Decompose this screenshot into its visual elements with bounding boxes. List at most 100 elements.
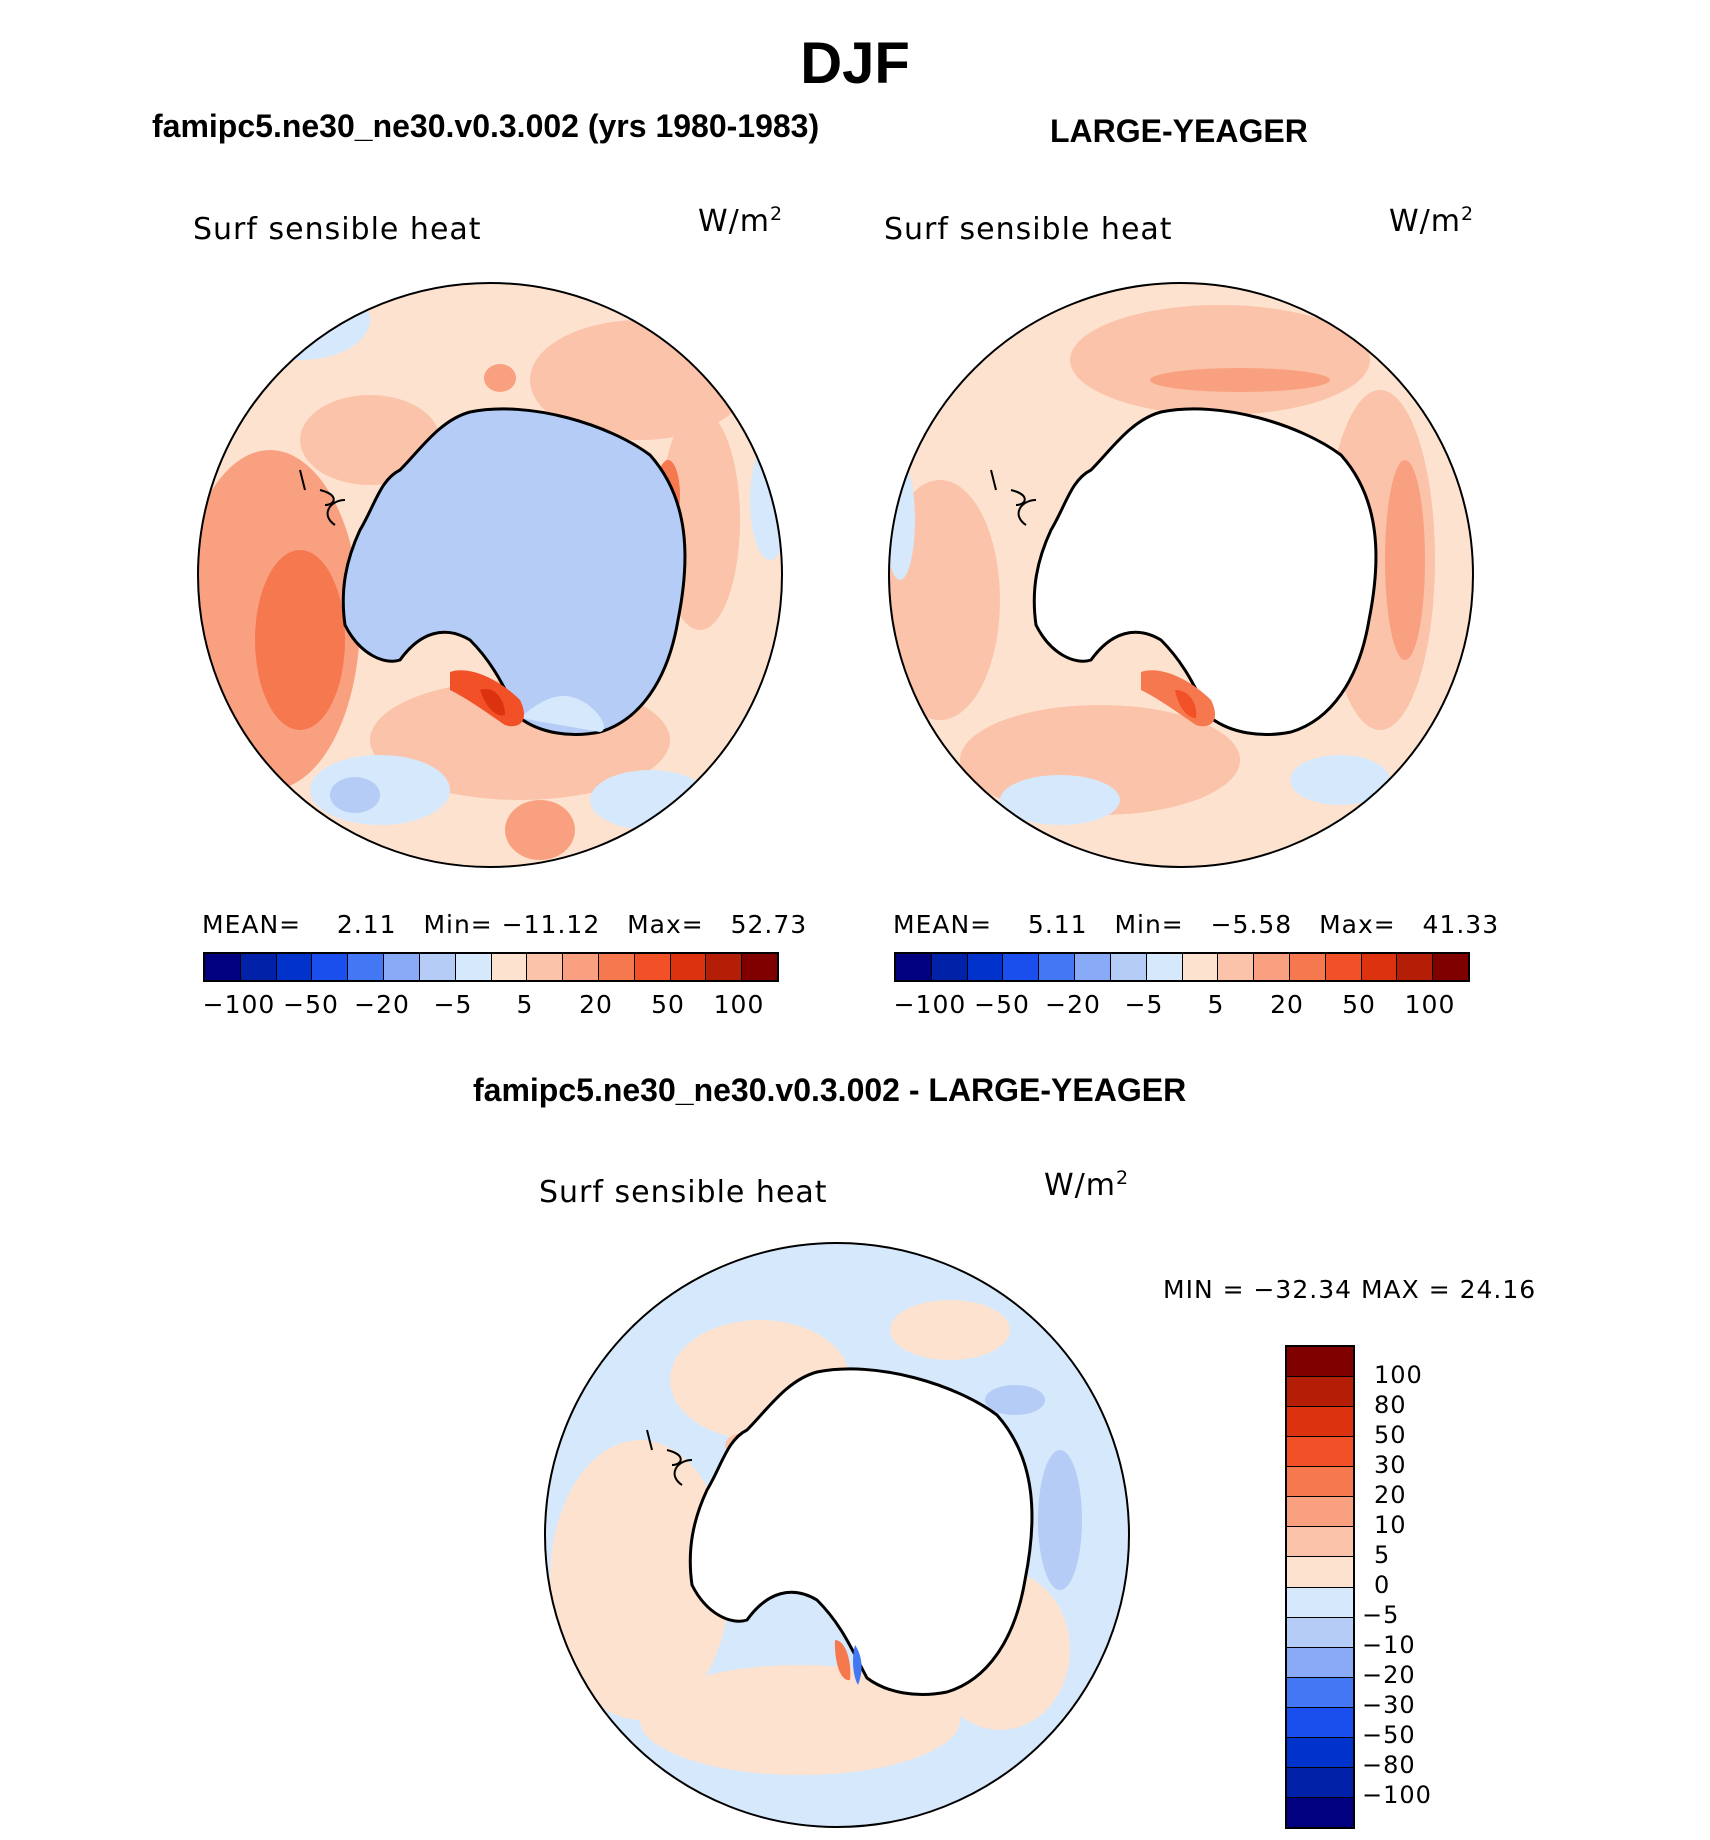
colorbar-swatch [1287, 1677, 1353, 1708]
colorbar-swatch [1287, 1617, 1353, 1648]
colorbar-swatch [1182, 954, 1219, 980]
tick-label: −20 [1045, 990, 1101, 1019]
colorbar-swatch [1287, 1647, 1353, 1678]
tick-label: 100 [1404, 990, 1456, 1019]
colorbar-swatch [1433, 954, 1468, 980]
colorbar-swatch [276, 954, 313, 980]
colorbar-swatch [1003, 954, 1040, 980]
colorbar-swatch [348, 954, 385, 980]
tick-label: 0 [1374, 1571, 1391, 1599]
colorbar-swatch [1287, 1797, 1353, 1827]
colorbar-swatch [1110, 954, 1147, 980]
diff-units: W/m2 [1044, 1167, 1130, 1203]
colorbar-swatch [1289, 954, 1326, 980]
tick-label: 30 [1374, 1451, 1407, 1479]
colorbar-swatch [1287, 1467, 1353, 1498]
tick-label: −5 [1362, 1601, 1400, 1629]
tick-label: −20 [354, 990, 410, 1019]
tick-label: 20 [1270, 990, 1304, 1019]
colorbar-swatch [384, 954, 420, 980]
panel-2-variable: Surf sensible heat [884, 212, 1173, 247]
diff-map [544, 1242, 1130, 1828]
tick-label: −80 [1362, 1751, 1416, 1779]
colorbar-swatch [205, 954, 241, 980]
tick-label: 5 [1207, 990, 1225, 1019]
colorbar-swatch [240, 954, 277, 980]
colorbar-swatch [1075, 954, 1111, 980]
diff-antarctica [688, 1367, 1034, 1696]
tick-label: −100 [1362, 1781, 1432, 1809]
tick-label: −5 [1124, 990, 1164, 1019]
tick-label: −50 [974, 990, 1030, 1019]
colorbar-swatch [1287, 1587, 1353, 1618]
colorbar-swatch [1287, 1707, 1353, 1738]
tick-label: −30 [1362, 1691, 1416, 1719]
colorbar-swatch [1287, 1737, 1353, 1768]
colorbar-swatch [312, 954, 349, 980]
diff-colorbar-ticks: 100 80 50 30 20 10 5 0 −5 −10 −20 −30 −50 −80 −100 [1362, 1345, 1482, 1829]
tick-label: 50 [651, 990, 685, 1019]
colorbar-swatch [742, 954, 777, 980]
diff-variable: Surf sensible heat [539, 1175, 828, 1210]
tick-label: 100 [713, 990, 765, 1019]
diff-heading: famipc5.ne30_ne30.v0.3.002 - LARGE-YEAGE… [473, 1072, 1187, 1108]
colorbar-swatch [563, 954, 599, 980]
tick-label: 80 [1374, 1391, 1407, 1419]
diff-minmax: MIN = −32.34 MAX = 24.16 [1163, 1275, 1537, 1304]
tick-label: 50 [1342, 990, 1376, 1019]
panel-1-antarctica [341, 407, 687, 736]
tick-label: 20 [579, 990, 613, 1019]
panel-1-heading: famipc5.ne30_ne30.v0.3.002 (yrs 1980-198… [152, 108, 820, 144]
colorbar-swatch [706, 954, 743, 980]
colorbar-swatch [1287, 1497, 1353, 1528]
tick-label: −20 [1362, 1661, 1416, 1689]
colorbar-swatch [1287, 1407, 1353, 1438]
tick-label: −10 [1362, 1631, 1416, 1659]
colorbar-swatch [491, 954, 528, 980]
panel-1-colorbar [203, 952, 779, 982]
tick-label: −50 [1362, 1721, 1416, 1749]
panel-2-map [888, 282, 1474, 868]
tick-label: 100 [1374, 1361, 1423, 1389]
colorbar-swatch [1287, 1437, 1353, 1468]
colorbar-swatch [1287, 1377, 1353, 1408]
colorbar-swatch [896, 954, 932, 980]
colorbar-swatch [634, 954, 671, 980]
colorbar-swatch [1287, 1527, 1353, 1558]
colorbar-swatch [1325, 954, 1362, 980]
tick-label: −5 [433, 990, 473, 1019]
tick-label: 5 [516, 990, 534, 1019]
panel-2-units: W/m2 [1389, 203, 1475, 239]
diff-colorbar [1285, 1345, 1355, 1829]
colorbar-swatch [1218, 954, 1255, 980]
tick-label: −100 [202, 990, 276, 1019]
panel-2-colorbar-ticks: −100 −50 −20 −5 5 20 50 100 [894, 990, 1470, 1022]
colorbar-swatch [931, 954, 968, 980]
panel-1-colorbar-ticks: −100 −50 −20 −5 5 20 50 100 [203, 990, 779, 1022]
colorbar-swatch [1039, 954, 1076, 980]
colorbar-swatch [967, 954, 1004, 980]
colorbar-swatch [527, 954, 564, 980]
tick-label: −100 [893, 990, 967, 1019]
colorbar-swatch [1287, 1557, 1353, 1588]
colorbar-swatch [1287, 1767, 1353, 1798]
tick-label: 20 [1374, 1481, 1407, 1509]
colorbar-swatch [1287, 1347, 1353, 1378]
panel-2-colorbar [894, 952, 1470, 982]
colorbar-swatch [598, 954, 635, 980]
panel-2-stats: MEAN= 5.11 Min= −5.58 Max= 41.33 [893, 910, 1500, 939]
colorbar-swatch [1361, 954, 1398, 980]
panel-1-variable: Surf sensible heat [193, 212, 482, 247]
main-title: DJF [800, 31, 910, 96]
tick-label: 50 [1374, 1421, 1407, 1449]
colorbar-swatch [455, 954, 492, 980]
panel-1-units: W/m2 [698, 203, 784, 239]
panel-1-map [197, 282, 783, 868]
panel-2-antarctica [1032, 407, 1378, 736]
colorbar-swatch [670, 954, 707, 980]
tick-label: 10 [1374, 1511, 1407, 1539]
colorbar-swatch [419, 954, 456, 980]
panel-2-heading: LARGE-YEAGER [1050, 113, 1308, 149]
colorbar-swatch [1397, 954, 1434, 980]
